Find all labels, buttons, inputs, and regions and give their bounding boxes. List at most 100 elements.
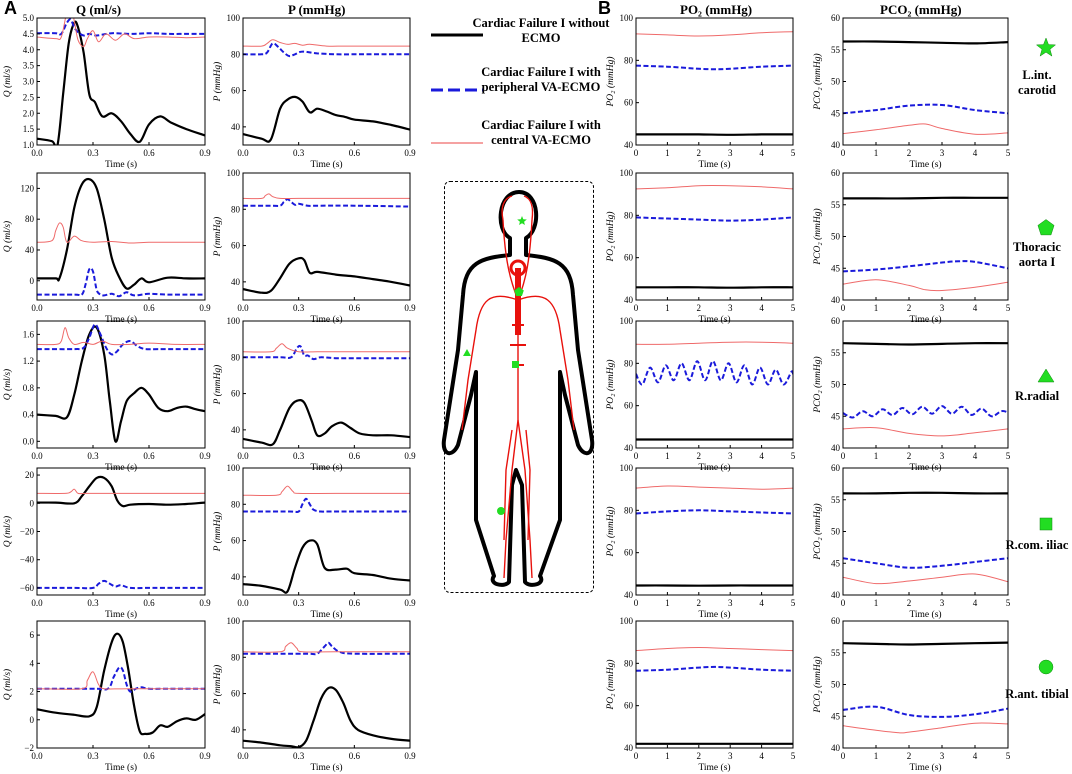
legend-label-no-ecmo: Cardiac Failure I without ECMO [472,16,610,45]
y-tick-label: 60 [231,86,241,96]
body-outline [441,190,595,587]
plot-frame [635,172,794,301]
plot-frame [242,172,411,301]
x-tick-label: 0.9 [404,148,416,158]
x-tick-label: 0 [841,451,846,461]
y-tick-label: 45 [831,711,841,721]
x-tick-label: 0.9 [199,598,211,608]
x-tick-label: 0 [634,303,639,313]
site-label-carotid: L.int. carotid [1018,68,1056,97]
vessel-branch [523,195,534,221]
y-tick-label: 80 [624,55,634,65]
circle-icon [1038,659,1054,675]
x-tick-label: 0.3 [87,303,99,313]
y-tick-label: 100 [227,316,241,326]
y-tick-label: 0 [30,715,35,725]
y-tick-label: 60 [231,389,241,399]
y-tick-label: 60 [624,401,634,411]
x-tick-label: 4 [759,148,764,158]
y-tick-label: 1.5 [23,124,35,134]
series-line-peripheral [636,665,793,672]
y-tick-label: 80 [624,658,634,668]
y-tick-label: 60 [231,241,241,251]
series-line-central [243,193,410,200]
series-line-no_ecmo [243,399,410,447]
y-tick-label: 45 [831,263,841,273]
x-axis-label: Time (s) [105,314,137,325]
x-tick-label: 4 [973,148,978,158]
x-axis-label: Time (s) [909,762,941,773]
x-tick-label: 2 [697,148,702,158]
series-line-central [37,671,205,690]
series-line-peripheral [843,260,1008,273]
y-tick-label: 60 [624,701,634,711]
column-header-po2: PO₂ (mmHg) [680,2,753,17]
site-label-iliac: R.com. iliac [1005,538,1069,552]
y-tick-label: 6 [30,630,35,640]
pentagon-icon [514,287,524,296]
x-tick-label: 1 [874,598,879,608]
y-tick-label: 55 [831,495,841,505]
triangle-icon [1037,368,1055,383]
x-tick-label: 0.0 [31,751,43,761]
y-tick-label: 40 [831,140,841,150]
plot-frame [242,620,411,749]
y-axis-label: PCO₂ (mmHg) [812,656,823,713]
x-tick-label: 2 [907,751,912,761]
star-icon [1035,37,1057,57]
x-tick-label: 4 [973,598,978,608]
series-line-no_ecmo [843,641,1008,646]
series-line-central [243,39,410,47]
x-tick-label: 0.9 [199,148,211,158]
y-axis-label: PCO₂ (mmHg) [812,53,823,110]
y-axis-label: Q (ml/s) [2,369,13,400]
y-tick-label: 50 [831,680,841,690]
y-tick-label: 50 [831,527,841,537]
x-tick-label: 4 [759,751,764,761]
body-diagram-frame [444,181,594,593]
x-tick-label: 5 [791,751,796,761]
series-line-no_ecmo [37,325,205,443]
x-tick-label: 0.3 [293,148,305,158]
y-tick-label: 4.5 [23,29,35,39]
x-tick-label: 0.3 [87,148,99,158]
plot-frame [635,620,794,749]
y-tick-label: 100 [227,13,241,23]
pentagon-icon [1037,219,1055,236]
y-tick-label: 60 [624,548,634,558]
series-line-no_ecmo [243,256,410,294]
y-tick-label: 40 [831,590,841,600]
y-tick-label: 40 [25,245,35,255]
y-tick-label: 0 [30,498,35,508]
series-line-peripheral [37,666,205,693]
y-tick-label: 40 [624,140,634,150]
y-axis-label: P (mmHg) [212,365,223,406]
x-tick-label: 4 [759,303,764,313]
vessel-branch [517,295,575,431]
star-icon [517,216,527,225]
x-axis-label: Time (s) [105,762,137,773]
series-line-central [243,343,410,353]
y-tick-label: −40 [20,555,35,565]
series-line-peripheral [243,42,410,58]
y-tick-label: 0.0 [23,436,35,446]
plot-frame [36,320,206,449]
plot-frame [842,320,1009,449]
series-line-central [636,341,793,345]
y-tick-label: 0.4 [23,410,35,420]
x-axis-label: Time (s) [105,609,137,620]
series-line-no_ecmo [243,95,410,143]
y-tick-label: 3.0 [23,77,35,87]
x-tick-label: 2 [697,598,702,608]
x-tick-label: 0.9 [404,303,416,313]
series-line-no_ecmo [243,539,410,594]
y-tick-label: 60 [831,616,841,626]
x-axis-label: Time (s) [310,762,342,773]
series-line-peripheral [843,405,1008,419]
y-axis-label: PCO₂ (mmHg) [812,356,823,413]
x-tick-label: 4 [973,751,978,761]
x-axis-label: Time (s) [310,609,342,620]
y-tick-label: −60 [20,583,35,593]
x-tick-label: 0 [634,451,639,461]
